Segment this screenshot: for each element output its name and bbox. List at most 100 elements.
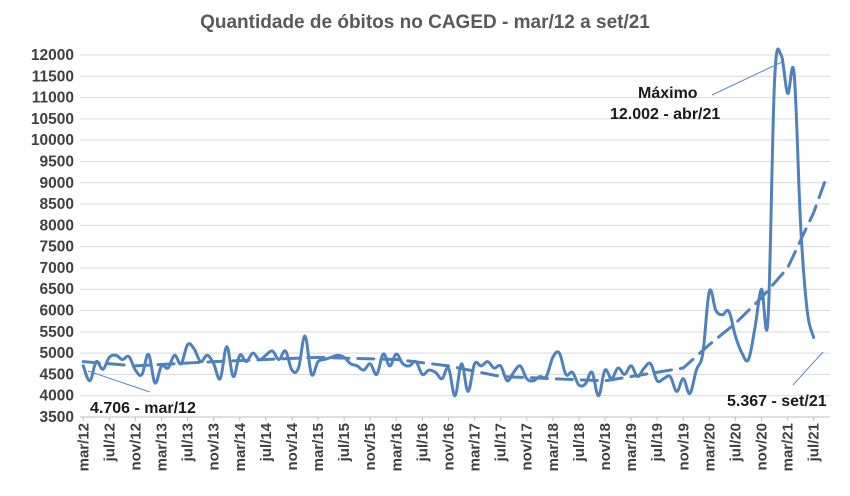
x-tick-label-nov-19: nov/19 bbox=[675, 423, 692, 471]
x-tick-label-mar-14: mar/14 bbox=[232, 422, 249, 471]
y-tick-label-7000: 7000 bbox=[40, 260, 74, 277]
data-point-108 bbox=[786, 92, 788, 94]
x-tick-label-jul-20: jul/20 bbox=[727, 423, 744, 462]
data-point-32 bbox=[291, 369, 293, 371]
x-tick-label-jul-17: jul/17 bbox=[493, 423, 510, 462]
data-point-80 bbox=[604, 369, 606, 371]
data-point-63 bbox=[493, 367, 495, 369]
y-tick-label-10500: 10500 bbox=[31, 111, 74, 128]
x-tick-label-jul-14: jul/14 bbox=[258, 422, 275, 462]
data-point-112 bbox=[812, 336, 814, 338]
annotation-start-label: 4.706 - mar/12 bbox=[90, 400, 196, 417]
y-tick-label-12000: 12000 bbox=[31, 47, 74, 64]
y-tick-label-7500: 7500 bbox=[40, 239, 74, 256]
data-point-84 bbox=[630, 365, 632, 367]
data-point-88 bbox=[656, 380, 658, 382]
data-point-66 bbox=[512, 371, 514, 373]
data-point-62 bbox=[486, 360, 488, 362]
data-point-13 bbox=[167, 367, 169, 369]
data-point-105 bbox=[767, 318, 769, 320]
data-point-10 bbox=[147, 353, 149, 355]
data-point-92 bbox=[682, 377, 684, 379]
y-tick-label-3500: 3500 bbox=[40, 409, 74, 426]
y-tick-label-11500: 11500 bbox=[32, 68, 74, 85]
data-point-44 bbox=[369, 363, 371, 365]
data-point-15 bbox=[180, 363, 182, 365]
trend-line bbox=[81, 174, 829, 383]
data-point-40 bbox=[343, 356, 345, 358]
x-tick-label-mar-19: mar/19 bbox=[623, 423, 640, 471]
annotation-max-leader bbox=[711, 61, 783, 96]
data-point-75 bbox=[571, 371, 573, 373]
data-point-42 bbox=[356, 365, 358, 367]
x-axis-ticks: mar/12 jul/12 nov/12 mar/13 jul/13 nov/13 mar/… bbox=[75, 417, 823, 471]
data-point-68 bbox=[526, 377, 528, 379]
data-point-58 bbox=[460, 363, 462, 365]
data-point-54 bbox=[434, 371, 436, 373]
data-point-22 bbox=[226, 346, 228, 348]
y-tick-label-4500: 4500 bbox=[40, 366, 74, 383]
data-point-93 bbox=[689, 392, 691, 394]
data-point-4 bbox=[108, 356, 110, 358]
data-point-19 bbox=[206, 354, 208, 356]
x-tick-label-jul-21: jul/21 bbox=[806, 423, 823, 462]
data-point-38 bbox=[330, 356, 332, 358]
data-point-2 bbox=[95, 360, 97, 362]
y-tick-label-8500: 8500 bbox=[40, 196, 74, 213]
data-point-28 bbox=[265, 354, 267, 356]
data-point-37 bbox=[323, 358, 325, 360]
data-point-109 bbox=[793, 73, 795, 75]
x-tick-label-mar-12: mar/12 bbox=[75, 423, 92, 471]
y-tick-label-5000: 5000 bbox=[40, 345, 74, 362]
data-point-60 bbox=[473, 363, 475, 365]
x-tick-label-jul-12: jul/12 bbox=[101, 423, 118, 462]
data-point-53 bbox=[428, 369, 430, 371]
data-point-29 bbox=[271, 350, 273, 352]
data-point-67 bbox=[519, 365, 521, 367]
data-point-77 bbox=[584, 383, 586, 385]
data-point-90 bbox=[669, 375, 671, 377]
x-tick-label-mar-15: mar/15 bbox=[310, 423, 327, 471]
data-point-48 bbox=[395, 353, 397, 355]
data-point-59 bbox=[467, 390, 469, 392]
data-point-81 bbox=[610, 377, 612, 379]
data-point-104 bbox=[760, 288, 762, 290]
data-point-41 bbox=[349, 363, 351, 365]
annotation-max: Máximo 12.002 - abr/21 bbox=[610, 61, 783, 123]
data-point-102 bbox=[747, 358, 749, 360]
y-tick-label-10000: 10000 bbox=[31, 132, 74, 149]
data-point-5 bbox=[115, 354, 117, 356]
data-point-73 bbox=[558, 352, 560, 354]
x-tick-label-nov-20: nov/20 bbox=[754, 423, 771, 471]
x-tick-label-mar-18: mar/18 bbox=[545, 423, 562, 471]
x-tick-label-jul-13: jul/13 bbox=[180, 423, 197, 462]
x-tick-label-mar-21: mar/21 bbox=[780, 423, 797, 471]
x-tick-label-jul-15: jul/15 bbox=[336, 423, 353, 462]
data-point-78 bbox=[591, 371, 593, 373]
data-point-12 bbox=[160, 365, 162, 367]
y-tick-label-11000: 11000 bbox=[32, 90, 74, 107]
x-tick-label-nov-13: nov/13 bbox=[206, 423, 223, 471]
plot-area bbox=[81, 47, 829, 398]
data-point-97 bbox=[715, 309, 717, 311]
data-point-27 bbox=[258, 358, 260, 360]
data-point-82 bbox=[617, 367, 619, 369]
data-point-33 bbox=[297, 367, 299, 369]
data-point-65 bbox=[506, 380, 508, 382]
data-point-51 bbox=[415, 360, 417, 362]
data-point-17 bbox=[193, 348, 195, 350]
data-point-11 bbox=[154, 382, 156, 384]
data-point-39 bbox=[336, 354, 338, 356]
annotation-end-label: 5.367 - set/21 bbox=[727, 393, 827, 410]
x-tick-label-nov-15: nov/15 bbox=[362, 423, 379, 471]
x-tick-label-nov-18: nov/18 bbox=[597, 423, 614, 471]
x-tick-label-mar-20: mar/20 bbox=[701, 423, 718, 471]
data-point-91 bbox=[676, 390, 678, 392]
data-point-72 bbox=[552, 356, 554, 358]
data-point-64 bbox=[499, 365, 501, 367]
data-point-101 bbox=[741, 352, 743, 354]
data-point-18 bbox=[199, 360, 201, 362]
data-point-43 bbox=[362, 369, 364, 371]
y-tick-label-8000: 8000 bbox=[40, 217, 74, 234]
